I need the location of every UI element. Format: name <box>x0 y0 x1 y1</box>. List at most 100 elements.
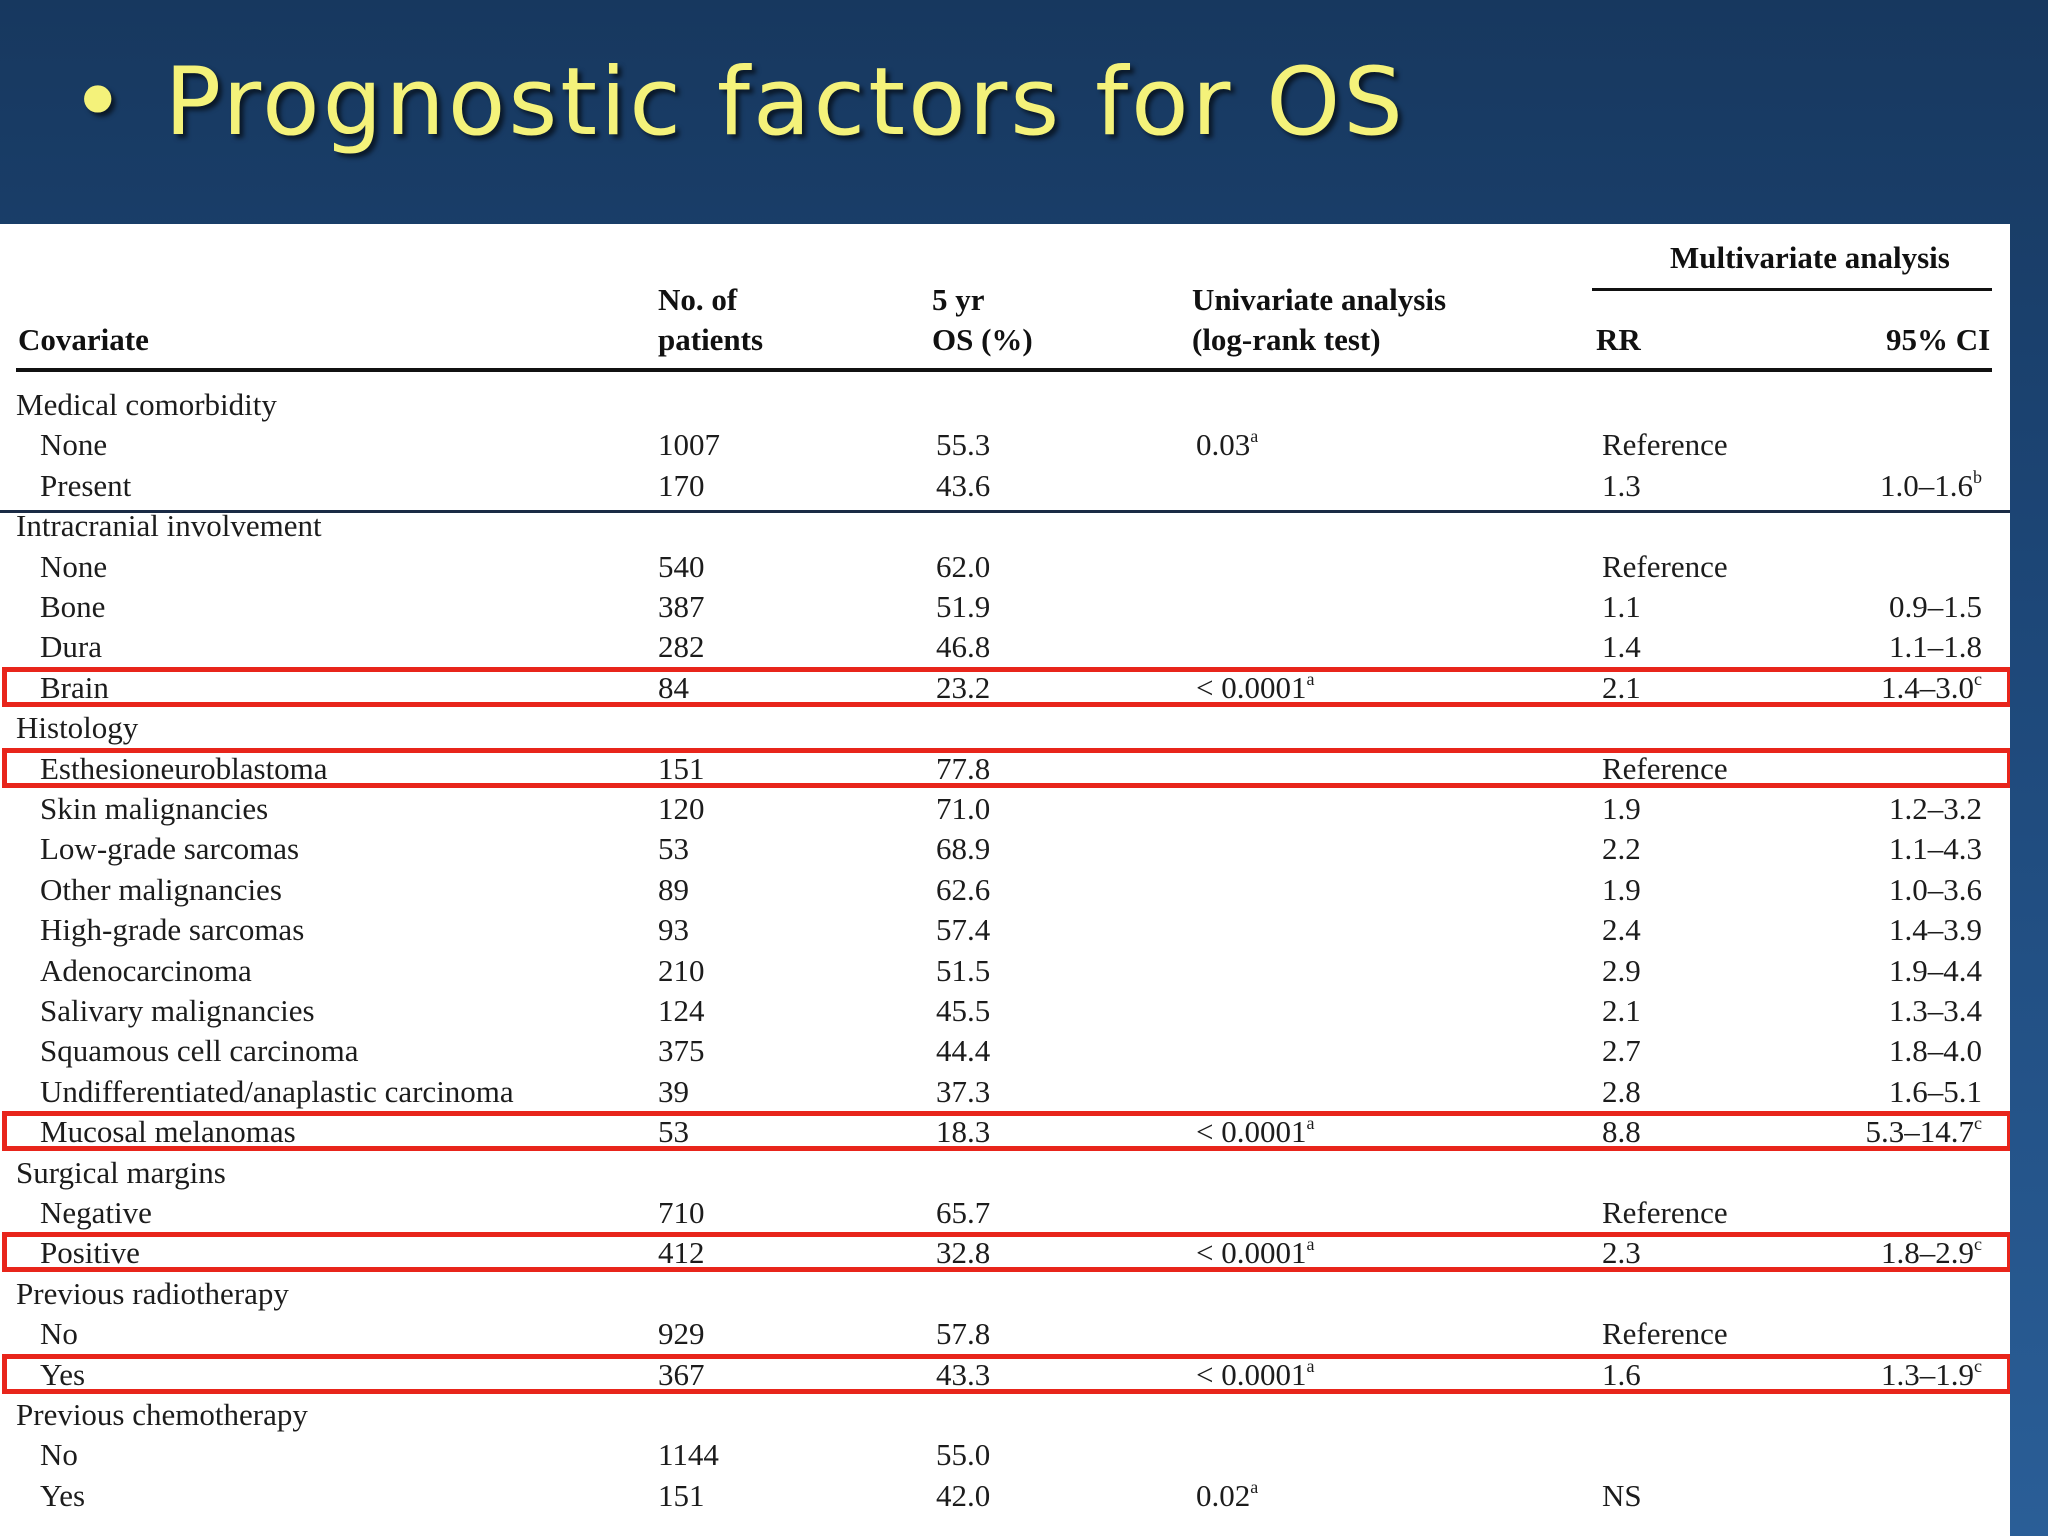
table-row: Undifferentiated/anaplastic carcinoma 39 3… <box>0 1073 2010 1113</box>
os-cell: 51.9 <box>936 589 991 624</box>
rr-cell: 2.9 <box>1602 952 1641 988</box>
rr-cell: 2.3 <box>1602 1235 1641 1271</box>
os-cell: 42.0 <box>936 1477 991 1513</box>
table-row: Yes 151 42.0 0.02a NS <box>0 1477 2010 1517</box>
covariate-cell: High-grade sarcomas <box>40 912 305 948</box>
covariate-cell: Adenocarcinoma <box>40 952 252 988</box>
covariate-cell: Previous chemotherapy <box>16 1397 308 1432</box>
os-cell: 43.6 <box>936 467 991 503</box>
os-cell: 45.5 <box>936 993 991 1028</box>
rr-cell: 1.4 <box>1602 629 1641 665</box>
footnote-marker: c <box>1974 668 1982 689</box>
os-cell: 57.4 <box>936 912 991 948</box>
ci-cell: 1.9–4.4 <box>1889 952 1982 988</box>
covariate-cell: Mucosal melanomas <box>40 1114 296 1150</box>
patients-cell: 84 <box>658 669 689 705</box>
ci-cell: 1.8–2.9c <box>1881 1234 1982 1271</box>
table-row: Dura 282 46.8 1.4 1.1–1.8 <box>0 628 2010 668</box>
title-bullet: • <box>70 48 129 157</box>
patients-cell: 151 <box>658 1477 705 1513</box>
covariate-cell: Present <box>40 467 132 503</box>
table-row: None 540 62.0 Reference <box>0 548 2010 588</box>
univariate-cell: 0.03a <box>1196 426 1259 463</box>
os-cell: 18.3 <box>936 1114 991 1150</box>
patients-cell: 53 <box>658 831 689 867</box>
os-cell: 51.5 <box>936 952 991 988</box>
covariate-cell: Skin malignancies <box>40 791 269 826</box>
covariate-cell: Yes <box>40 1356 86 1392</box>
covariate-cell: Surgical margins <box>16 1154 226 1190</box>
rr-cell: 8.8 <box>1602 1114 1641 1150</box>
ci-cell: 1.1–1.8 <box>1889 629 1982 665</box>
patients-cell: 39 <box>658 1073 689 1109</box>
patients-cell: 387 <box>658 589 705 624</box>
table-row: Mucosal melanomas 53 18.3 < 0.0001a 8.8 5.3–1… <box>0 1113 2010 1153</box>
table-row: Esthesioneuroblastoma 151 77.8 Reference <box>0 750 2010 790</box>
rr-cell: 2.1 <box>1602 993 1641 1028</box>
covariate-cell: Bone <box>40 589 106 624</box>
footnote-marker: a <box>1250 426 1259 447</box>
rr-cell: 1.9 <box>1602 871 1641 907</box>
os-cell: 55.3 <box>936 427 991 463</box>
patients-cell: 151 <box>658 750 705 786</box>
os-cell: 43.3 <box>936 1356 991 1392</box>
slide-title: • Prognostic factors for OS <box>70 48 1406 157</box>
patients-cell: 1144 <box>658 1437 719 1473</box>
ci-cell: 1.3–1.9c <box>1881 1355 1982 1392</box>
ci-cell: 5.3–14.7c <box>1865 1113 1983 1150</box>
ci-cell: 1.8–4.0 <box>1889 1033 1982 1069</box>
rr-cell: 1.3 <box>1602 467 1641 503</box>
covariate-cell: Positive <box>40 1235 140 1271</box>
table-row: Brain 84 23.2 < 0.0001a 2.1 1.4–3.0c <box>0 669 2010 709</box>
os-cell: 23.2 <box>936 669 991 705</box>
os-cell: 62.6 <box>936 871 991 907</box>
ci-cell: 1.4–3.9 <box>1889 912 1982 948</box>
footnote-marker: a <box>1306 1355 1315 1376</box>
footnote-marker: c <box>1974 1355 1982 1376</box>
os-cell: 77.8 <box>936 750 991 786</box>
rr-cell: Reference <box>1602 1195 1728 1230</box>
patients-cell: 710 <box>658 1195 705 1230</box>
covariate-cell: Dura <box>40 629 102 665</box>
group-row: Previous chemotherapy <box>0 1396 2010 1436</box>
ci-cell: 1.0–1.6b <box>1880 466 1982 503</box>
covariate-cell: Previous radiotherapy <box>16 1275 289 1311</box>
covariate-cell: Squamous cell carcinoma <box>40 1033 359 1069</box>
covariate-cell: Esthesioneuroblastoma <box>40 750 328 786</box>
os-cell: 44.4 <box>936 1033 991 1069</box>
patients-cell: 540 <box>658 548 705 584</box>
covariate-cell: Salivary malignancies <box>40 993 315 1028</box>
covariate-cell: Medical comorbidity <box>16 387 277 422</box>
covariate-cell: None <box>40 548 108 584</box>
rr-cell: 1.1 <box>1602 589 1641 624</box>
covariate-cell: Intracranial involvement <box>16 508 322 544</box>
header-patients-line2: patients <box>658 322 764 357</box>
table-row: No 929 57.8 Reference <box>0 1315 2010 1355</box>
os-cell: 68.9 <box>936 831 991 867</box>
table-row: Low-grade sarcomas 53 68.9 2.2 1.1–4.3 <box>0 830 2010 870</box>
table-row: Positive 412 32.8 < 0.0001a 2.3 1.8–2.9c <box>0 1234 2010 1274</box>
group-row: Histology <box>0 709 2010 749</box>
table-row: Adenocarcinoma 210 51.5 2.9 1.9–4.4 <box>0 952 2010 992</box>
header-multivariate: Multivariate analysis <box>1670 240 1950 275</box>
covariate-cell: Histology <box>16 710 139 746</box>
patients-cell: 367 <box>658 1356 705 1392</box>
footnote-marker: c <box>1974 1234 1982 1255</box>
patients-cell: 929 <box>658 1316 705 1352</box>
ci-cell: 1.6–5.1 <box>1889 1073 1982 1109</box>
covariate-cell: Low-grade sarcomas <box>40 831 300 867</box>
rr-cell: 2.2 <box>1602 831 1641 867</box>
univariate-cell: < 0.0001a <box>1196 1355 1315 1392</box>
rr-cell: Reference <box>1602 548 1728 584</box>
patients-cell: 53 <box>658 1114 689 1150</box>
rr-cell: 2.4 <box>1602 912 1641 948</box>
univariate-cell: 0.02a <box>1196 1476 1259 1513</box>
patients-cell: 89 <box>658 871 689 907</box>
rr-cell: Reference <box>1602 750 1728 786</box>
footnote-marker: a <box>1306 668 1315 689</box>
table-row: Present 170 43.6 1.3 1.0–1.6b <box>0 467 2010 507</box>
group-row: Surgical margins <box>0 1154 2010 1194</box>
rr-cell: 2.8 <box>1602 1073 1641 1109</box>
footnote-marker: c <box>1974 1113 1982 1134</box>
os-cell: 55.0 <box>936 1437 991 1473</box>
